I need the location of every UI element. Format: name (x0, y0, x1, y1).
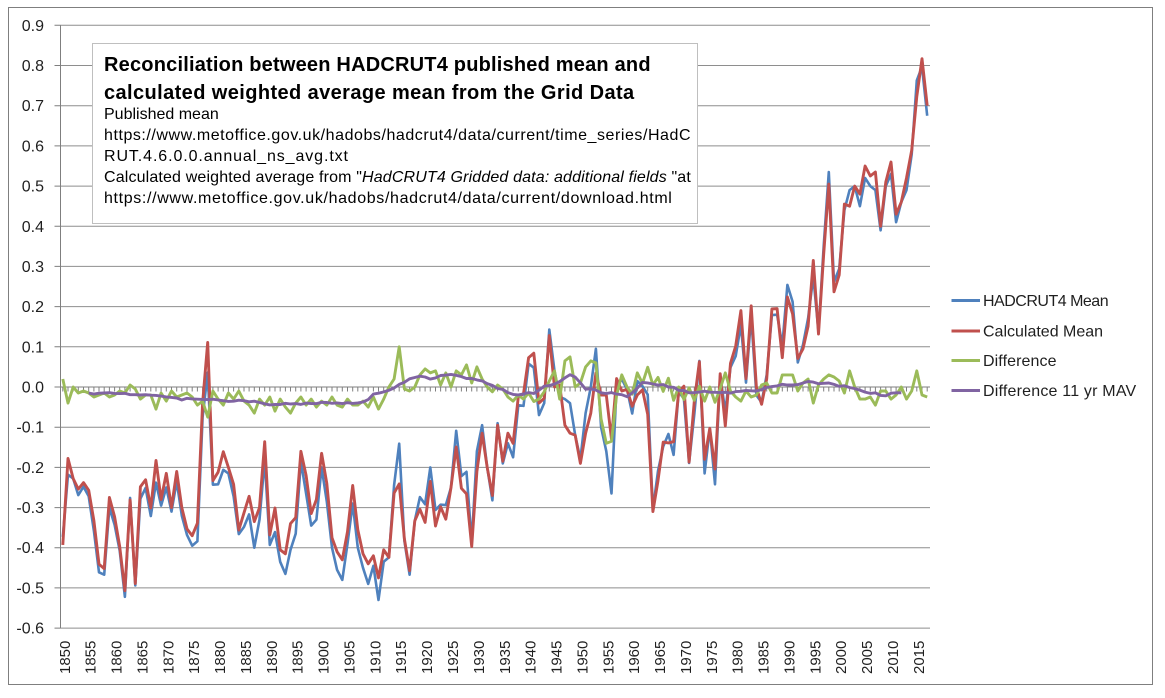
svg-text:calculated weighted average me: calculated weighted average mean from th… (104, 82, 635, 104)
svg-text:1980: 1980 (730, 641, 747, 674)
svg-text:Calculated Mean: Calculated Mean (983, 324, 1103, 341)
svg-text:1895: 1895 (290, 641, 307, 674)
svg-text:0.0: 0.0 (22, 380, 44, 397)
svg-text:-0.4: -0.4 (16, 540, 44, 557)
svg-text:https://www.metoffice.gov.uk/h: https://www.metoffice.gov.uk/hadobs/hadc… (104, 127, 691, 144)
svg-text:1910: 1910 (367, 641, 384, 674)
svg-text:-0.5: -0.5 (16, 580, 44, 597)
svg-text:1965: 1965 (652, 641, 669, 674)
svg-text:1985: 1985 (756, 641, 773, 674)
svg-text:0.1: 0.1 (22, 339, 44, 356)
svg-text:1860: 1860 (109, 641, 126, 674)
svg-text:1955: 1955 (600, 641, 617, 674)
svg-text:2000: 2000 (833, 641, 850, 674)
svg-text:Calculated weighted average fr: Calculated weighted average from "HadCRU… (104, 169, 691, 186)
svg-text:0.3: 0.3 (22, 259, 44, 276)
svg-text:1905: 1905 (342, 641, 359, 674)
svg-text:1940: 1940 (523, 641, 540, 674)
svg-text:Reconciliation between HADCRUT: Reconciliation between HADCRUT4 publishe… (104, 54, 651, 76)
svg-text:RUT.4.6.0.0.annual_ns_avg.txt: RUT.4.6.0.0.annual_ns_avg.txt (104, 148, 349, 165)
svg-text:0.9: 0.9 (22, 18, 44, 35)
svg-text:1935: 1935 (497, 641, 514, 674)
svg-text:1920: 1920 (419, 641, 436, 674)
svg-text:1885: 1885 (238, 641, 255, 674)
svg-text:Difference 11 yr MAV: Difference 11 yr MAV (983, 383, 1137, 400)
svg-text:Published mean: Published mean (104, 106, 219, 123)
svg-text:HADCRUT4 Mean: HADCRUT4 Mean (983, 293, 1108, 310)
svg-text:1915: 1915 (393, 641, 410, 674)
svg-text:1975: 1975 (704, 641, 721, 674)
svg-text:1855: 1855 (83, 641, 100, 674)
svg-text:1995: 1995 (807, 641, 824, 674)
svg-text:1865: 1865 (134, 641, 151, 674)
svg-text:0.4: 0.4 (22, 219, 44, 236)
svg-text:1870: 1870 (160, 641, 177, 674)
svg-text:-0.2: -0.2 (16, 460, 44, 477)
svg-text:https://www.metoffice.gov.uk/h: https://www.metoffice.gov.uk/hadobs/hadc… (104, 190, 673, 207)
svg-text:0.7: 0.7 (22, 98, 44, 115)
svg-text:0.6: 0.6 (22, 138, 44, 155)
svg-text:2015: 2015 (911, 641, 928, 674)
svg-text:1990: 1990 (781, 641, 798, 674)
svg-text:1945: 1945 (549, 641, 566, 674)
svg-text:1875: 1875 (186, 641, 203, 674)
svg-text:-0.1: -0.1 (16, 420, 44, 437)
svg-text:Difference: Difference (983, 353, 1057, 370)
svg-text:0.5: 0.5 (22, 179, 44, 196)
svg-text:1880: 1880 (212, 641, 229, 674)
svg-text:1850: 1850 (57, 641, 74, 674)
svg-text:1900: 1900 (316, 641, 333, 674)
svg-text:1925: 1925 (445, 641, 462, 674)
svg-text:0.8: 0.8 (22, 58, 44, 75)
svg-text:1950: 1950 (574, 641, 591, 674)
svg-text:1890: 1890 (264, 641, 281, 674)
svg-text:2005: 2005 (859, 641, 876, 674)
svg-text:0.2: 0.2 (22, 299, 44, 316)
svg-text:1960: 1960 (626, 641, 643, 674)
svg-text:-0.3: -0.3 (16, 500, 44, 517)
svg-text:1970: 1970 (678, 641, 695, 674)
svg-text:-0.6: -0.6 (16, 621, 44, 638)
svg-text:1930: 1930 (471, 641, 488, 674)
svg-text:2010: 2010 (885, 641, 902, 674)
